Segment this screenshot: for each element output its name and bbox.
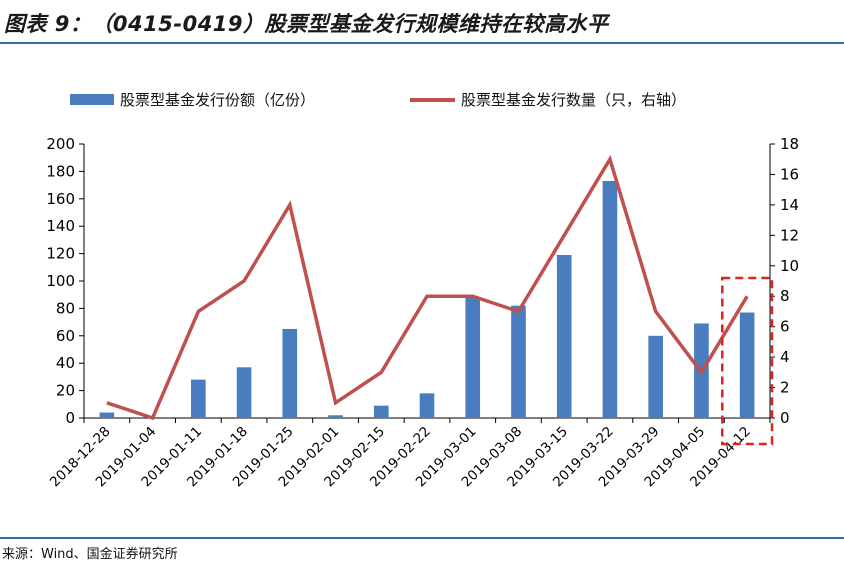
legend-label-bar: 股票型基金发行份额（亿份）	[120, 91, 315, 109]
y-tick-label-left: 160	[46, 190, 75, 208]
y-tick-label-left: 0	[65, 409, 75, 427]
bar	[236, 367, 252, 418]
y-tick-label-right: 12	[780, 226, 799, 244]
y-tick-label-right: 10	[780, 257, 799, 275]
y-tick-label-right: 16	[780, 165, 799, 183]
title-bar: 图表 9：（0415-0419）股票型基金发行规模维持在较高水平	[0, 0, 844, 44]
y-tick-label-left: 100	[46, 272, 75, 290]
y-tick-label-left: 120	[46, 245, 75, 263]
y-tick-label-right: 6	[780, 318, 790, 336]
y-tick-label-right: 4	[780, 348, 790, 366]
bar	[648, 335, 663, 418]
footer-rule	[0, 537, 844, 539]
highlight-box	[721, 276, 774, 446]
legend-label-line: 股票型基金发行数量（只，右轴）	[461, 91, 686, 109]
y-tick-label-left: 200	[46, 135, 75, 153]
y-tick-label-left: 180	[46, 162, 75, 180]
legend-swatch-bar	[70, 94, 114, 105]
bar	[373, 405, 389, 418]
y-tick-label-left: 20	[56, 382, 75, 400]
bar	[602, 180, 618, 418]
y-tick-label-right: 0	[780, 409, 790, 427]
bar	[282, 328, 298, 418]
y-tick-label-left: 140	[46, 217, 75, 235]
y-tick-label-left: 60	[56, 327, 75, 345]
chart-title: 图表 9：（0415-0419）股票型基金发行规模维持在较高水平	[4, 12, 609, 36]
y-tick-label-left: 40	[56, 354, 75, 372]
title-rule	[0, 42, 844, 44]
bar	[99, 412, 115, 418]
bar	[328, 415, 343, 418]
bar	[556, 254, 572, 418]
y-tick-label-right: 18	[780, 135, 799, 153]
bar	[191, 379, 206, 418]
bar	[739, 312, 755, 418]
y-tick-label-right: 2	[780, 379, 790, 397]
source-note: 来源：Wind、国金证券研究所	[2, 547, 178, 562]
y-tick-label-left: 80	[56, 299, 75, 317]
bar	[419, 393, 435, 418]
chart: 股票型基金发行份额（亿份） 股票型基金发行数量（只，右轴）020406080100…	[46, 91, 799, 490]
y-tick-label-right: 14	[780, 196, 799, 214]
y-tick-label-right: 8	[780, 287, 790, 305]
bar	[511, 305, 526, 418]
bar	[465, 297, 481, 418]
